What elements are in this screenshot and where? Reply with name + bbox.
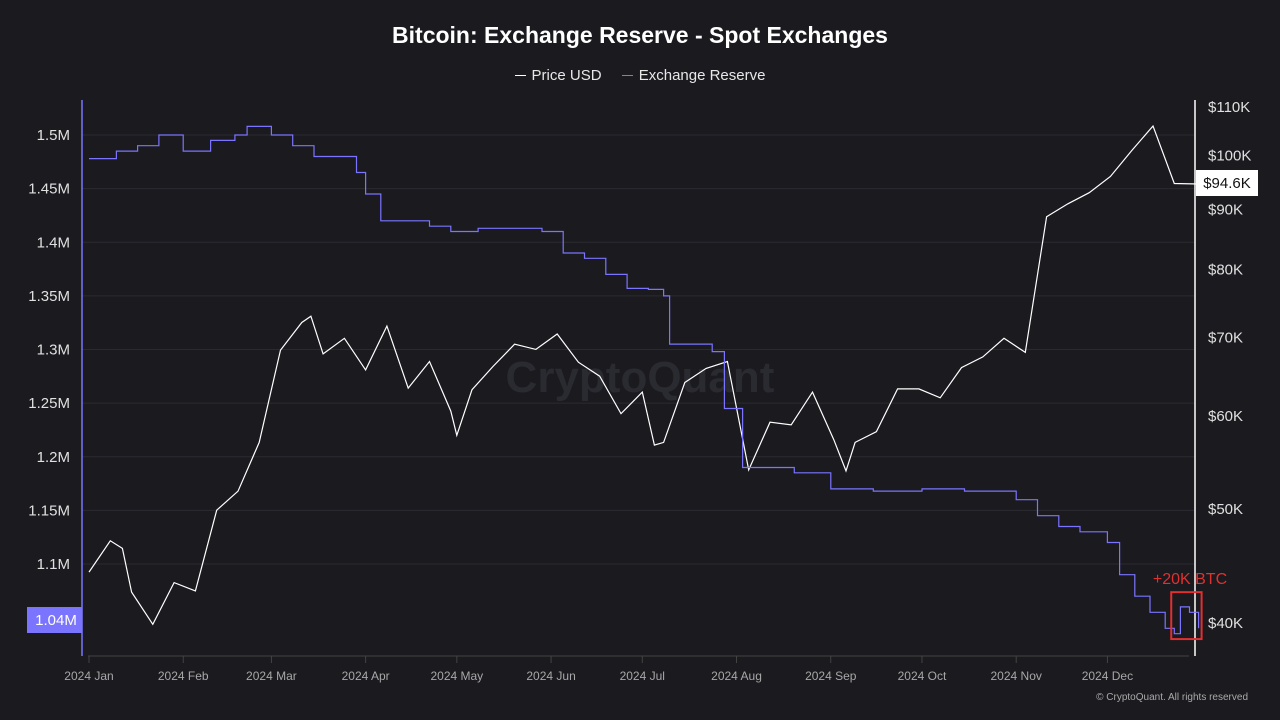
right-tick-label: $80K [1208, 261, 1243, 278]
legend-item-price[interactable]: Price USD [514, 66, 602, 84]
left-tick-label: 1.4M [37, 234, 70, 251]
left-tick-label: 1.3M [37, 342, 70, 359]
x-tick-label: 2024 Aug [711, 669, 762, 683]
annotation-box [1170, 591, 1203, 641]
chart-title: Bitcoin: Exchange Reserve - Spot Exchang… [392, 22, 888, 48]
left-tick-label: 1.25M [28, 395, 70, 412]
x-tick-label: 2024 Feb [158, 669, 209, 683]
x-tick-label: 2024 Mar [246, 669, 297, 683]
current-price-badge [1196, 170, 1258, 196]
legend-item-reserve[interactable]: Exchange Reserve [621, 66, 766, 84]
right-tick-label: $60K [1208, 408, 1243, 425]
left-tick-label: 1.15M [28, 502, 70, 519]
right-tick-label: $70K [1208, 330, 1243, 347]
x-tick-label: 2024 Jan [64, 669, 113, 683]
left-tick-label: 1.1M [37, 556, 70, 573]
current-price-label: $94.6K [1203, 175, 1251, 192]
copyright: © CryptoQuant. All rights reserved [1096, 692, 1248, 703]
x-tick-label: 2024 Jun [526, 669, 575, 683]
annotation-label: +20K BTC [1153, 571, 1227, 588]
current-reserve-badge [27, 607, 82, 633]
legend-swatch [514, 74, 526, 76]
left-tick-label: 1.5M [37, 127, 70, 144]
legend-label: Exchange Reserve [638, 66, 766, 84]
legend-swatch [621, 74, 633, 76]
x-tick-label: 2024 Nov [991, 669, 1042, 683]
right-tick-label: $40K [1208, 615, 1243, 632]
legend: Price USD Exchange Reserve [0, 63, 1280, 84]
reserve-line [89, 125, 1200, 635]
right-tick-label: $50K [1208, 501, 1243, 518]
x-tick-label: 2024 Sep [805, 669, 857, 683]
right-tick-label: $100K [1208, 148, 1251, 165]
legend-label: Price USD [531, 66, 602, 84]
left-tick-label: 1.45M [28, 181, 70, 198]
left-tick-label: 1.2M [37, 449, 70, 466]
x-tick-label: 2024 Jul [620, 669, 665, 683]
right-tick-label: $110K [1208, 99, 1250, 116]
x-tick-label: 2024 Oct [898, 669, 947, 683]
price-line [88, 124, 1199, 626]
right-tick-label: $90K [1208, 201, 1243, 218]
x-tick-label: 2024 Dec [1082, 669, 1133, 683]
x-tick-label: 2024 Apr [342, 669, 390, 683]
x-tick-label: 2024 May [430, 669, 483, 683]
left-tick-label: 1.35M [28, 288, 70, 305]
current-reserve-label: 1.04M [35, 612, 77, 629]
